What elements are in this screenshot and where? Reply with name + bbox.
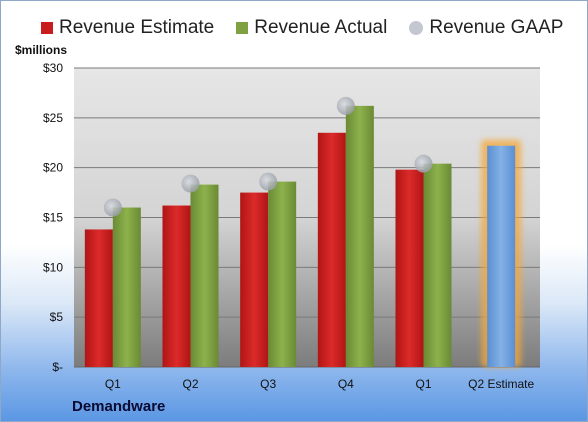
bar-revenue-estimate [84,229,113,367]
bar-revenue-estimate [162,205,191,367]
legend-swatch-revenue-actual [236,22,249,34]
point-revenue-gaap [103,198,122,217]
point-revenue-gaap [259,172,278,191]
bar-revenue-estimate [317,132,346,367]
legend-label-revenue-estimate: Revenue Estimate [59,17,215,38]
x-tick-label: Q2 Estimate [468,377,534,391]
bar-revenue-actual [112,207,141,367]
bar-revenue-estimate [395,169,424,367]
x-tick-label: Q4 [338,377,354,391]
company-label: Demandware [72,398,166,415]
legend: Revenue Estimate Revenue Actual Revenue … [41,15,563,41]
point-revenue-gaap [414,154,433,173]
legend-label-revenue-gaap: Revenue GAAP [429,17,564,38]
point-revenue-gaap [181,174,200,193]
y-tick-label: $25 [43,111,63,125]
legend-swatch-revenue-gaap [409,21,424,35]
y-tick-label: $15 [43,211,63,225]
y-tick-label: $30 [43,61,63,75]
bar-revenue-actual [268,181,297,367]
bar-q2-estimate [487,145,516,367]
point-revenue-gaap [336,96,355,115]
legend-label-revenue-actual: Revenue Actual [254,17,388,38]
x-tick-label: Q3 [260,377,276,391]
x-tick-label: Q1 [415,377,431,391]
y-axis-unit-label: $millions [15,43,68,57]
bar-revenue-actual [345,105,374,367]
legend-item-revenue-actual: Revenue Actual [236,17,387,39]
legend-item-revenue-estimate: Revenue Estimate [41,17,214,39]
bar-revenue-estimate [240,192,269,367]
legend-swatch-revenue-estimate [41,22,53,34]
legend-item-revenue-gaap: Revenue GAAP [409,17,563,39]
y-tick-label: $10 [43,260,63,274]
y-tick-label: $20 [43,161,63,175]
y-tick-label: $- [52,360,63,374]
bar-revenue-actual [190,184,219,367]
bar-revenue-actual [423,163,452,367]
y-tick-label: $5 [50,310,64,324]
x-tick-label: Q1 [105,377,121,391]
x-tick-label: Q2 [182,377,198,391]
